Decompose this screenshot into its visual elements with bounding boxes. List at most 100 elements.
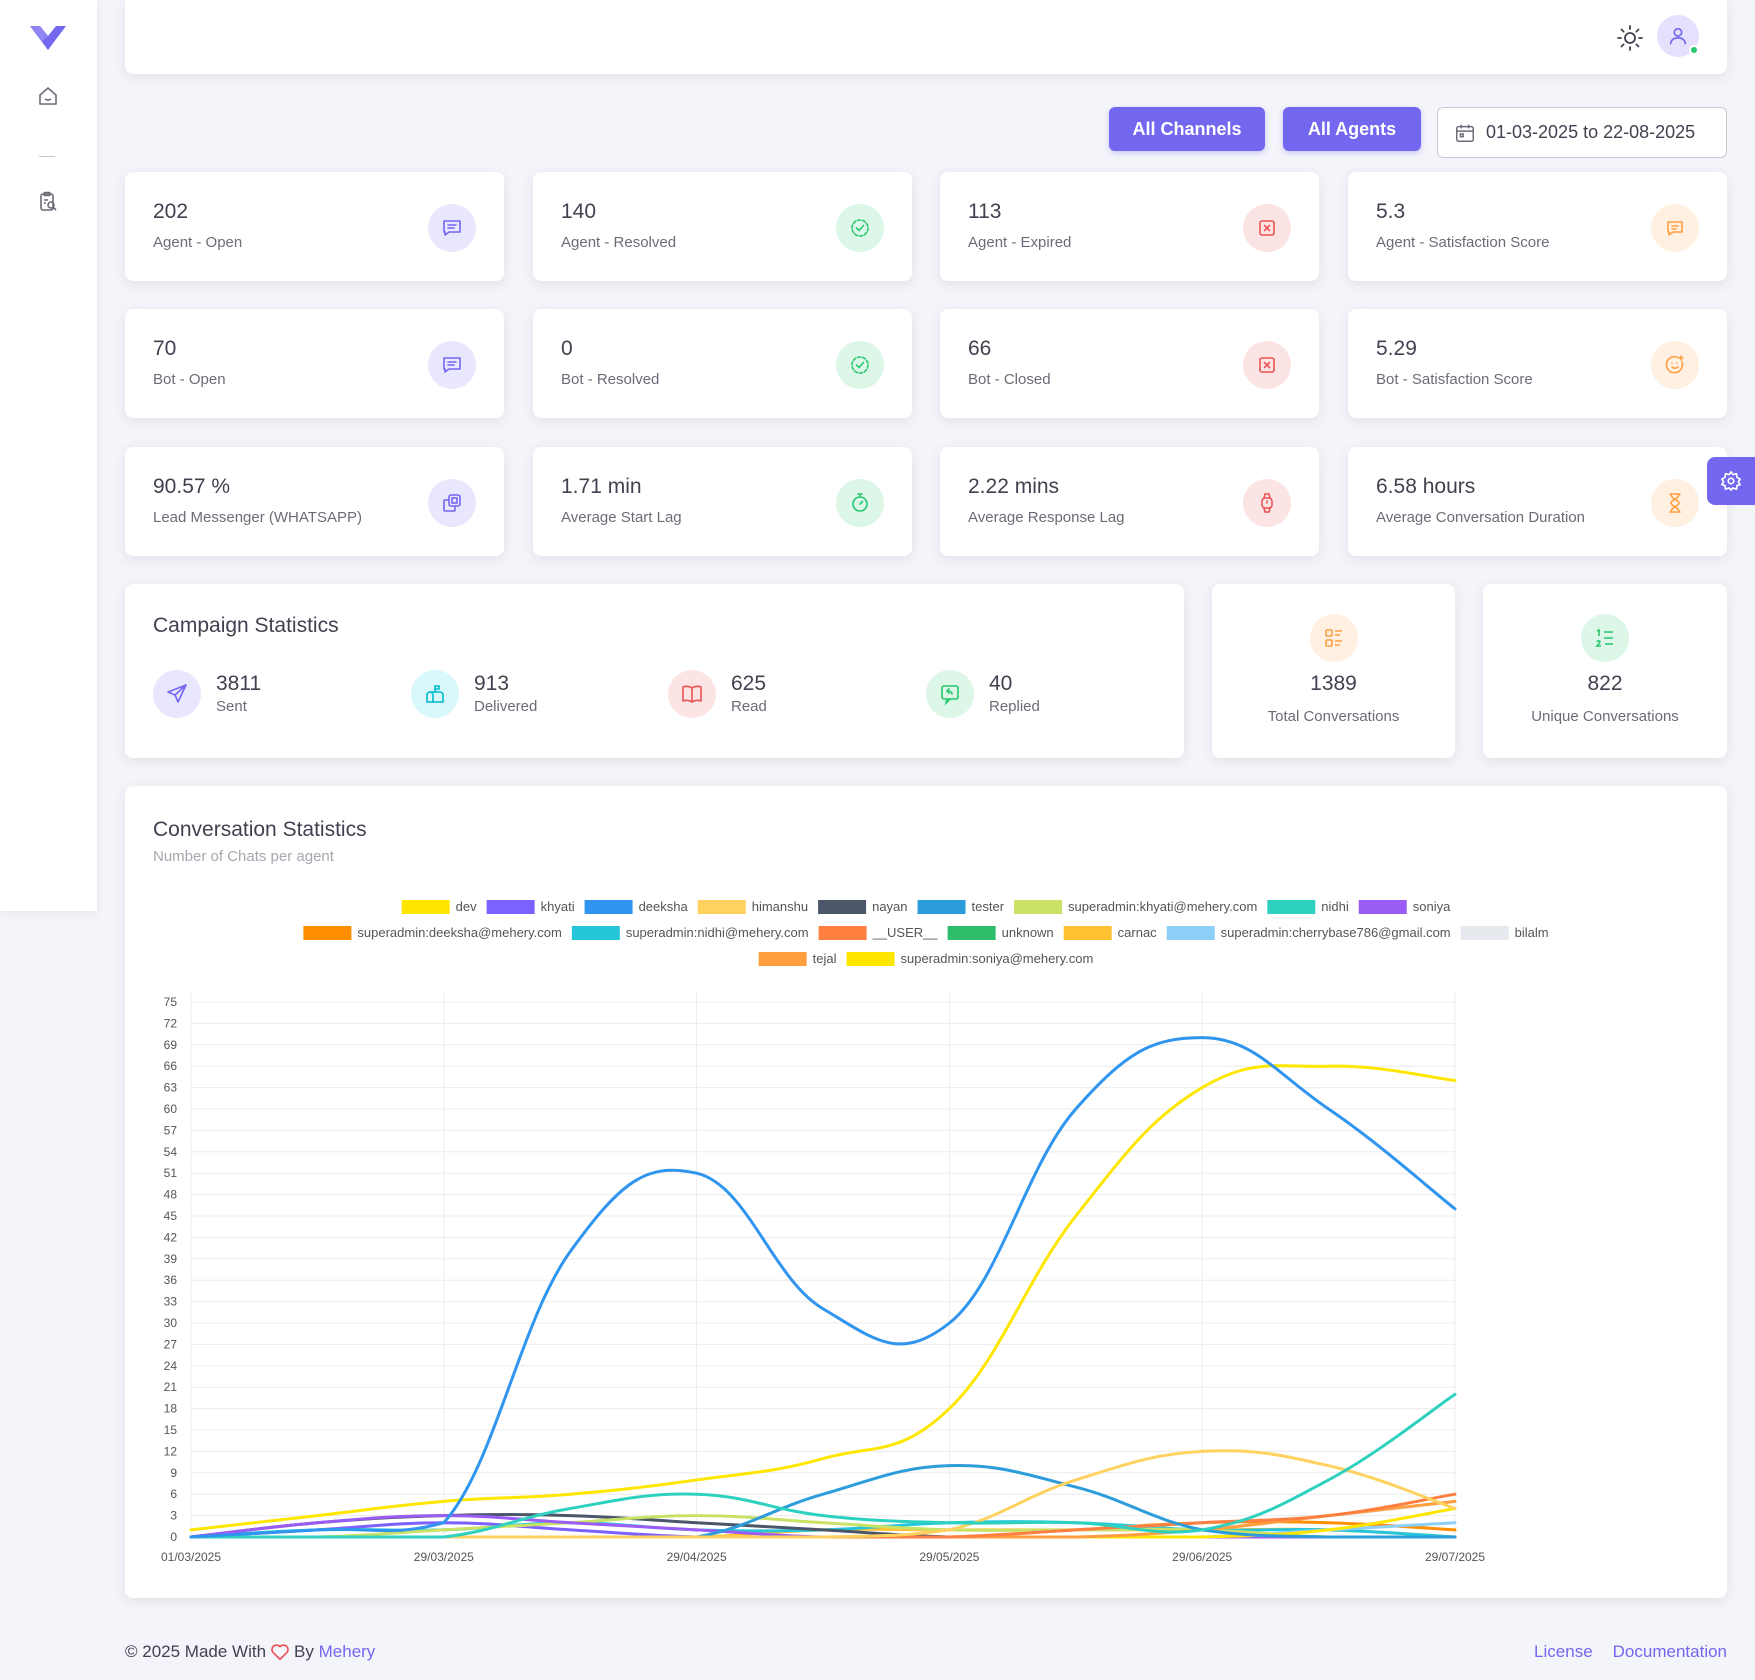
chart-subtitle: Number of Chats per agent: [153, 848, 334, 865]
legend-swatch: [818, 900, 867, 914]
mailbox-icon: [411, 670, 459, 718]
campaign-stat-sent: 3811 Sent: [153, 670, 393, 720]
legend-label: deeksha: [639, 899, 689, 914]
y-tick-label: 60: [164, 1102, 178, 1116]
legend-swatch: [818, 926, 867, 940]
legend-swatch: [1267, 900, 1316, 914]
campaign-label: Delivered: [474, 698, 538, 715]
all-channels-button[interactable]: All Channels: [1109, 107, 1265, 151]
campaign-stat-replied: 40 Replied: [926, 670, 1166, 720]
legend-label: tester: [972, 899, 1005, 914]
y-tick-label: 45: [164, 1209, 178, 1223]
user-avatar[interactable]: [1657, 15, 1699, 57]
footer-links: License Documentation: [1534, 1642, 1727, 1662]
chart-title: Conversation Statistics: [153, 818, 367, 841]
footer-copyright: © 2025 Made With By Mehery: [125, 1642, 375, 1662]
conversation-line-chart: 0369121518212427303336394245485154576063…: [161, 899, 1549, 1564]
report-search-icon[interactable]: [36, 190, 60, 214]
campaign-value: 40: [989, 672, 1013, 695]
stat-card: 70 Bot - Open: [125, 309, 504, 418]
y-tick-label: 6: [170, 1487, 177, 1501]
legend-swatch: [1063, 926, 1112, 940]
y-tick-label: 51: [164, 1166, 178, 1180]
stat-card: 1.71 min Average Start Lag: [533, 447, 912, 556]
campaign-label: Sent: [216, 698, 247, 715]
series-line-dev: [189, 1064, 1457, 1532]
stat-card: 202 Agent - Open: [125, 172, 504, 281]
stat-label: Average Response Lag: [968, 509, 1125, 526]
sidebar: [0, 0, 97, 911]
series-line-superadmin-khyati-mehery-com: [189, 1514, 1457, 1539]
stat-card: 66 Bot - Closed: [940, 309, 1319, 418]
stat-label: Agent - Expired: [968, 234, 1072, 251]
settings-tab[interactable]: [1707, 457, 1755, 505]
close-square-icon: [1243, 341, 1291, 389]
legend-swatch: [1358, 900, 1407, 914]
date-range-picker[interactable]: 01-03-2025 to 22-08-2025: [1437, 107, 1727, 158]
y-tick-label: 75: [164, 995, 178, 1009]
conversation-statistics-card: Conversation Statistics Number of Chats …: [125, 786, 1727, 1598]
series-line-nidhi: [189, 1392, 1457, 1539]
license-link[interactable]: License: [1534, 1642, 1593, 1661]
heart-icon: [270, 1643, 290, 1661]
stat-label: Agent - Resolved: [561, 234, 677, 251]
stat-card: 5.29 Bot - Satisfaction Score: [1348, 309, 1727, 418]
legend-swatch: [584, 900, 633, 914]
chat-icon: [428, 204, 476, 252]
y-tick-label: 12: [164, 1444, 178, 1458]
stat-card: 0 Bot - Resolved: [533, 309, 912, 418]
legend-label: unknown: [1002, 925, 1054, 940]
legend-label: soniya: [1413, 899, 1451, 914]
campaign-label: Replied: [989, 698, 1040, 715]
y-tick-label: 3: [170, 1509, 177, 1523]
x-tick-label: 29/06/2025: [1172, 1550, 1232, 1564]
documentation-link[interactable]: Documentation: [1612, 1642, 1727, 1661]
stat-card: 6.58 hours Average Conversation Duration: [1348, 447, 1727, 556]
campaign-stat-delivered: 913 Delivered: [411, 670, 651, 720]
legend-label: __USER__: [872, 925, 939, 940]
stopwatch-icon: [836, 479, 884, 527]
gear-icon: [1721, 471, 1741, 491]
legend-label: superadmin:nidhi@mehery.com: [626, 925, 809, 940]
unique-conversations-value: 822: [1587, 672, 1623, 695]
stat-value: 202: [153, 200, 189, 223]
stat-label: Bot - Open: [153, 371, 226, 388]
y-tick-label: 30: [164, 1316, 178, 1330]
legend-label: khyati: [541, 899, 575, 914]
list-numbers-icon: [1581, 614, 1629, 662]
stat-value: 66: [968, 337, 992, 360]
stat-value: 2.22 mins: [968, 475, 1060, 498]
home-icon[interactable]: [36, 84, 60, 108]
all-agents-button[interactable]: All Agents: [1283, 107, 1421, 151]
top-bar: [125, 0, 1727, 74]
y-tick-label: 33: [164, 1295, 178, 1309]
check-badge-icon: [836, 341, 884, 389]
app-logo-icon[interactable]: [28, 22, 68, 52]
sun-icon[interactable]: [1616, 24, 1644, 52]
y-tick-label: 9: [170, 1466, 177, 1480]
send-icon: [153, 670, 201, 718]
stat-label: Agent - Satisfaction Score: [1376, 234, 1550, 251]
online-status-dot: [1689, 45, 1699, 55]
unique-conversations-card: 822 Unique Conversations: [1483, 584, 1727, 758]
list-details-icon: [1309, 614, 1358, 662]
y-tick-label: 66: [164, 1059, 178, 1073]
legend-swatch: [401, 900, 450, 914]
y-tick-label: 0: [170, 1530, 177, 1544]
stat-card: 113 Agent - Expired: [940, 172, 1319, 281]
stat-value: 1.71 min: [561, 475, 642, 498]
y-tick-label: 21: [164, 1380, 178, 1394]
campaign-value: 3811: [216, 672, 262, 695]
legend-swatch: [1460, 926, 1509, 940]
stat-value: 5.3: [1376, 200, 1406, 223]
y-tick-label: 42: [164, 1230, 178, 1244]
message-icon: [1651, 204, 1699, 252]
stat-value: 113: [968, 200, 1002, 223]
x-tick-label: 29/07/2025: [1425, 1550, 1485, 1564]
legend-label: superadmin:khyati@mehery.com: [1068, 899, 1257, 914]
stat-value: 90.57 %: [153, 475, 231, 498]
y-tick-label: 69: [164, 1038, 178, 1052]
stat-label: Bot - Closed: [968, 371, 1051, 388]
campaign-statistics-card: Campaign Statistics 3811 Sent 913 Delivered…: [125, 584, 1184, 758]
brand-link[interactable]: Mehery: [318, 1642, 376, 1661]
